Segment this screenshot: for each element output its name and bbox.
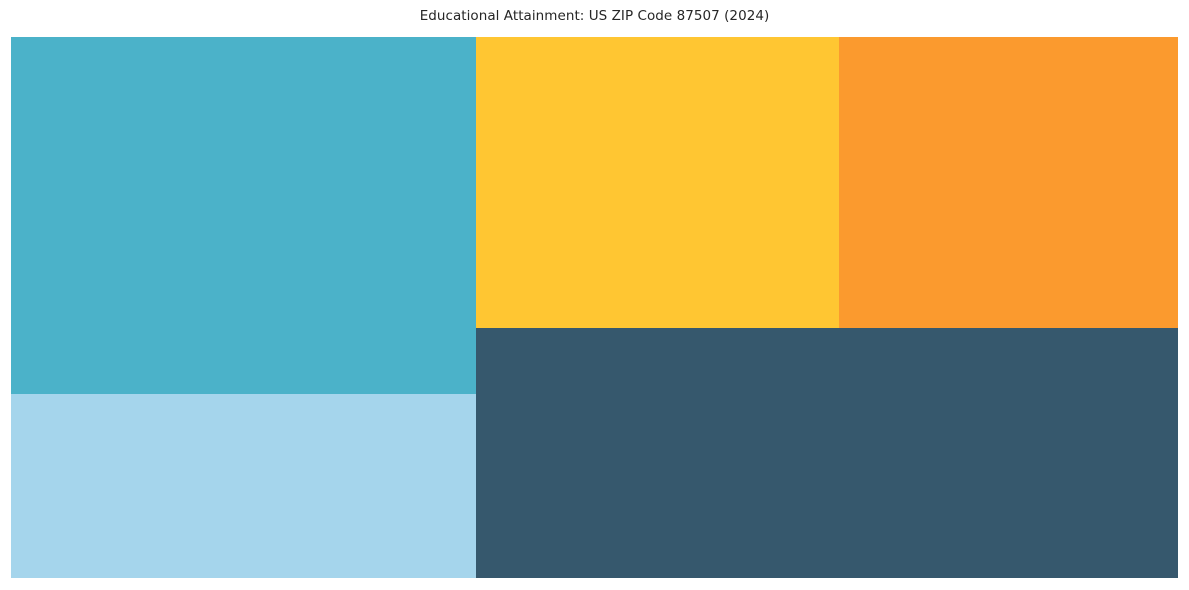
- tile-high-school-graduate[interactable]: High school graduate: [476, 37, 839, 328]
- treemap-plot-area: Some college or associate degreeBachelor…: [11, 37, 1178, 578]
- tile-bachelors-degree[interactable]: Bachelor's degree: [476, 328, 1178, 578]
- tile-graduate-professional-degree[interactable]: Graduate or professional degree: [839, 37, 1178, 328]
- chart-title: Educational Attainment: US ZIP Code 8750…: [419, 8, 770, 24]
- tile-some-college[interactable]: Some college or associate degree: [11, 37, 476, 394]
- tile-less-than-high-school[interactable]: Less than high school: [11, 394, 476, 578]
